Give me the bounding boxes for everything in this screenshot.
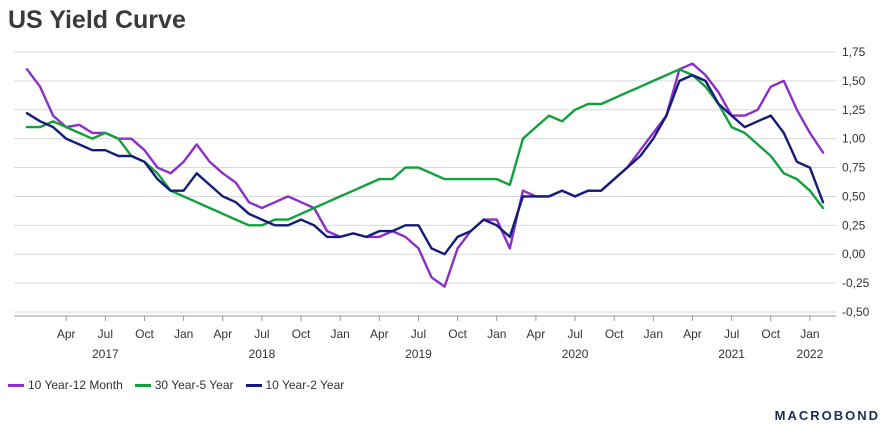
x-tick-label: Jan xyxy=(800,327,819,341)
x-tick-label: Jan xyxy=(331,327,350,341)
x-tick-label: Jan xyxy=(174,327,193,341)
legend: 10 Year-12 Month 30 Year-5 Year 10 Year-2 … xyxy=(8,378,344,392)
y-tick-label: 0,50 xyxy=(842,189,866,203)
legend-label: 10 Year-2 Year xyxy=(265,378,345,392)
x-tick-label: Jul xyxy=(724,327,739,341)
yield-curve-chart: -0,50 -0,25 0,00 0,25 0,50 0,75 1,00 1,25 1,50 1,… xyxy=(14,45,870,361)
x-tick-label: Jan xyxy=(644,327,663,341)
x-tick-label: Jul xyxy=(567,327,582,341)
x-year-label: 2021 xyxy=(718,347,745,361)
x-tick-label: Apr xyxy=(527,327,546,341)
x-tick-label: Oct xyxy=(292,327,311,341)
brand-logo: MACROBOND xyxy=(774,408,880,423)
x-year-label: 2022 xyxy=(797,347,824,361)
x-tick-label: Jan xyxy=(487,327,506,341)
x-tick-label: Oct xyxy=(761,327,780,341)
x-tick-label: Apr xyxy=(370,327,389,341)
x-tick-label: Oct xyxy=(448,327,467,341)
x-tick-label: Apr xyxy=(57,327,76,341)
y-tick-label: -0,25 xyxy=(842,276,870,290)
grid-lines xyxy=(14,51,836,313)
x-tick-label: Oct xyxy=(135,327,154,341)
series-line xyxy=(25,68,825,227)
x-year-label: 2018 xyxy=(249,347,276,361)
series-line xyxy=(25,73,825,256)
legend-item: 30 Year-5 Year xyxy=(134,378,234,392)
x-tick-label: Apr xyxy=(213,327,232,341)
x-year-label: 2020 xyxy=(562,347,589,361)
y-tick-label: 1,50 xyxy=(842,74,866,88)
x-tick-label: Oct xyxy=(605,327,624,341)
y-tick-label: 1,25 xyxy=(842,103,866,117)
legend-swatch xyxy=(134,383,151,387)
y-tick-label: 0,00 xyxy=(842,247,866,261)
legend-swatch xyxy=(8,383,24,387)
legend-swatch xyxy=(245,383,262,387)
x-year-label: 2017 xyxy=(92,347,119,361)
x-tick-label: Jul xyxy=(254,327,269,341)
y-tick-label: 0,25 xyxy=(842,218,866,232)
y-tick-label: 1,75 xyxy=(842,45,866,59)
x-year-label: 2019 xyxy=(405,347,432,361)
legend-label: 30 Year-5 Year xyxy=(154,378,234,392)
series-line xyxy=(25,62,825,288)
series-lines xyxy=(25,62,825,288)
y-tick-label: -0,50 xyxy=(842,305,870,319)
y-tick-label: 0,75 xyxy=(842,161,866,175)
y-axis: -0,50 -0,25 0,00 0,25 0,50 0,75 1,00 1,25 1,50 1,… xyxy=(842,45,870,319)
legend-label: 10 Year-12 Month xyxy=(28,378,123,392)
y-tick-label: 1,00 xyxy=(842,132,866,146)
legend-item: 10 Year-2 Year xyxy=(245,378,345,392)
chart-title: US Yield Curve xyxy=(8,6,186,34)
x-tick-label: Jul xyxy=(411,327,426,341)
legend-item: 10 Year-12 Month xyxy=(8,378,123,392)
x-tick-label: Apr xyxy=(683,327,702,341)
x-tick-label: Jul xyxy=(98,327,113,341)
x-axis: Apr Jul Oct Jan Apr Jul Oct Jan Apr Jul Oct Jan Apr J… xyxy=(14,315,836,361)
